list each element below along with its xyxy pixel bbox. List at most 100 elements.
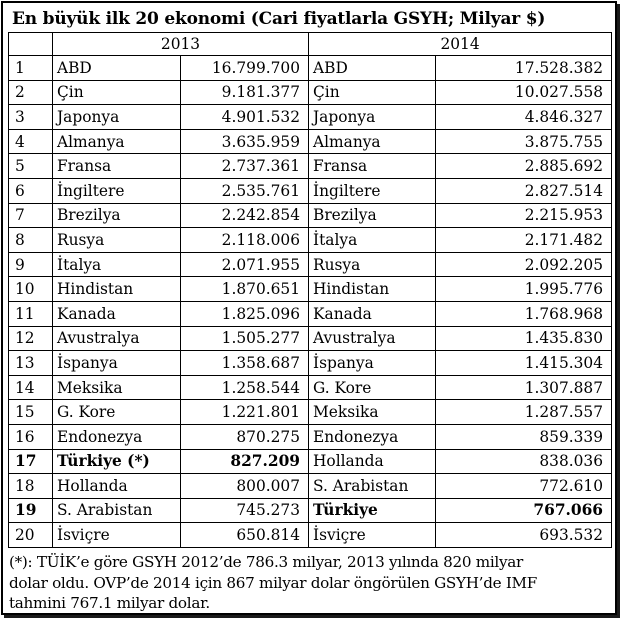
country-2013-cell: Kanada [52, 300, 181, 327]
rank-cell: 3 [8, 104, 53, 130]
rank-cell: 15 [8, 399, 53, 425]
table-row: 4 Almanya 3.635.959 Almanya 3.875.755 [8, 128, 613, 155]
country-2014-cell: ABD [308, 55, 437, 81]
country-2014-cell: Meksika [308, 399, 437, 425]
gdp-2013-cell: 4.901.532 [179, 104, 310, 130]
gdp-2014-cell: 3.875.755 [435, 128, 613, 155]
country-2014-cell: Kanada [308, 300, 437, 327]
country-2013-cell: İspanya [52, 350, 181, 376]
gdp-2014-cell: 767.066 [435, 497, 613, 524]
country-2014-cell: İspanya [308, 350, 437, 376]
country-2013-cell: Japonya [52, 104, 181, 130]
gdp-2013-cell: 2.242.854 [179, 202, 310, 229]
rank-cell: 10 [8, 276, 53, 302]
rank-header [8, 32, 53, 56]
footnote-line: tahmini 767.1 milyar dolar. [9, 594, 210, 612]
country-2013-cell: Çin [52, 79, 181, 106]
country-2013-cell: G. Kore [52, 399, 181, 425]
country-2014-cell: İtalya [308, 227, 437, 253]
header-2014: 2014 [308, 32, 613, 56]
table-row: 12 Avustralya 1.505.277 Avustralya 1.435.830 [8, 325, 613, 352]
country-2013-cell: İsviçre [52, 522, 181, 548]
country-2014-cell: Japonya [308, 104, 437, 130]
table-row: 18 Hollanda 800.007 S. Arabistan 772.610 [8, 473, 613, 499]
country-2014-cell: Türkiye [308, 497, 437, 524]
country-2013-cell: Brezilya [52, 202, 181, 229]
gdp-2013-cell: 2.535.761 [179, 177, 310, 204]
table-row: 3 Japonya 4.901.532 Japonya 4.846.327 [8, 104, 613, 130]
country-2014-cell: Brezilya [308, 202, 437, 229]
rank-cell: 8 [8, 227, 53, 253]
country-2013-cell: S. Arabistan [52, 497, 181, 524]
gdp-2014-cell: 1.287.557 [435, 399, 613, 425]
gdp-2014-cell: 859.339 [435, 423, 613, 450]
gdp-2014-cell: 2.885.692 [435, 153, 613, 179]
table-row: 10 Hindistan 1.870.651 Hindistan 1.995.776 [8, 276, 613, 302]
table-row: 9 İtalya 2.071.955 Rusya 2.092.205 [8, 251, 613, 278]
country-2014-cell: Fransa [308, 153, 437, 179]
table-row: 1 ABD 16.799.700 ABD 17.528.382 [8, 55, 613, 81]
gdp-2014-cell: 10.027.558 [435, 79, 613, 106]
country-2014-cell: Hollanda [308, 448, 437, 475]
gdp-2014-cell: 1.307.887 [435, 374, 613, 401]
gdp-2013-cell: 1.258.544 [179, 374, 310, 401]
country-2014-cell: Almanya [308, 128, 437, 155]
country-2013-cell: Meksika [52, 374, 181, 401]
table-row: 11 Kanada 1.825.096 Kanada 1.768.968 [8, 300, 613, 327]
rank-cell: 6 [8, 177, 53, 204]
rank-cell: 4 [8, 128, 53, 155]
rank-cell: 16 [8, 423, 53, 450]
rank-cell: 11 [8, 300, 53, 327]
gdp-2013-cell: 1.870.651 [179, 276, 310, 302]
table-row: 8 Rusya 2.118.006 İtalya 2.171.482 [8, 227, 613, 253]
gdp-2013-cell: 650.814 [179, 522, 310, 548]
gdp-2013-cell: 9.181.377 [179, 79, 310, 106]
rank-cell: 14 [8, 374, 53, 401]
rank-cell: 19 [8, 497, 53, 524]
gdp-2013-cell: 3.635.959 [179, 128, 310, 155]
gdp-2013-cell: 2.118.006 [179, 227, 310, 253]
country-2014-cell: Endonezya [308, 423, 437, 450]
country-2013-cell: Türkiye (*) [52, 448, 181, 475]
gdp-2014-cell: 17.528.382 [435, 55, 613, 81]
country-2013-cell: Endonezya [52, 423, 181, 450]
country-2013-cell: Fransa [52, 153, 181, 179]
table-row: 13 İspanya 1.358.687 İspanya 1.415.304 [8, 350, 613, 376]
rank-cell: 1 [8, 55, 53, 81]
gdp-2013-cell: 2.071.955 [179, 251, 310, 278]
rank-cell: 18 [8, 473, 53, 499]
table-row: 6 İngiltere 2.535.761 İngiltere 2.827.514 [8, 177, 613, 204]
country-2013-cell: Hollanda [52, 473, 181, 499]
gdp-2014-cell: 2.215.953 [435, 202, 613, 229]
gdp-2013-cell: 1.505.277 [179, 325, 310, 352]
table-row: 7 Brezilya 2.242.854 Brezilya 2.215.953 [8, 202, 613, 229]
country-2013-cell: Rusya [52, 227, 181, 253]
gdp-2013-cell: 827.209 [179, 448, 310, 475]
table-row: 17 Türkiye (*) 827.209 Hollanda 838.036 [8, 448, 613, 475]
rank-cell: 12 [8, 325, 53, 352]
rank-cell: 17 [8, 448, 53, 475]
gdp-2013-cell: 1.221.801 [179, 399, 310, 425]
gdp-2013-cell: 870.275 [179, 423, 310, 450]
country-2014-cell: S. Arabistan [308, 473, 437, 499]
gdp-2014-cell: 1.415.304 [435, 350, 613, 376]
gdp-2013-cell: 1.358.687 [179, 350, 310, 376]
gdp-2014-cell: 2.171.482 [435, 227, 613, 253]
gdp-2013-cell: 745.273 [179, 497, 310, 524]
economy-ranking-table: 2013 2014 1 ABD 16.799.700 ABD 17.528.382 2 Çi… [8, 32, 613, 548]
country-2013-cell: Hindistan [52, 276, 181, 302]
country-2013-cell: İngiltere [52, 177, 181, 204]
country-2014-cell: Hindistan [308, 276, 437, 302]
country-2014-cell: İngiltere [308, 177, 437, 204]
rank-cell: 9 [8, 251, 53, 278]
footnote-line: (*): TÜİK’e göre GSYH 2012’de 786.3 mily… [9, 553, 523, 571]
country-2013-cell: ABD [52, 55, 181, 81]
table-row: 15 G. Kore 1.221.801 Meksika 1.287.557 [8, 399, 613, 425]
table-title: En büyük ilk 20 ekonomi (Cari fiyatlarla… [12, 9, 546, 29]
gdp-2013-cell: 1.825.096 [179, 300, 310, 327]
gdp-2013-cell: 2.737.361 [179, 153, 310, 179]
table-row: 20 İsviçre 650.814 İsviçre 693.532 [8, 522, 613, 548]
gdp-2014-cell: 1.995.776 [435, 276, 613, 302]
table-row: 19 S. Arabistan 745.273 Türkiye 767.066 [8, 497, 613, 524]
gdp-2014-cell: 2.827.514 [435, 177, 613, 204]
